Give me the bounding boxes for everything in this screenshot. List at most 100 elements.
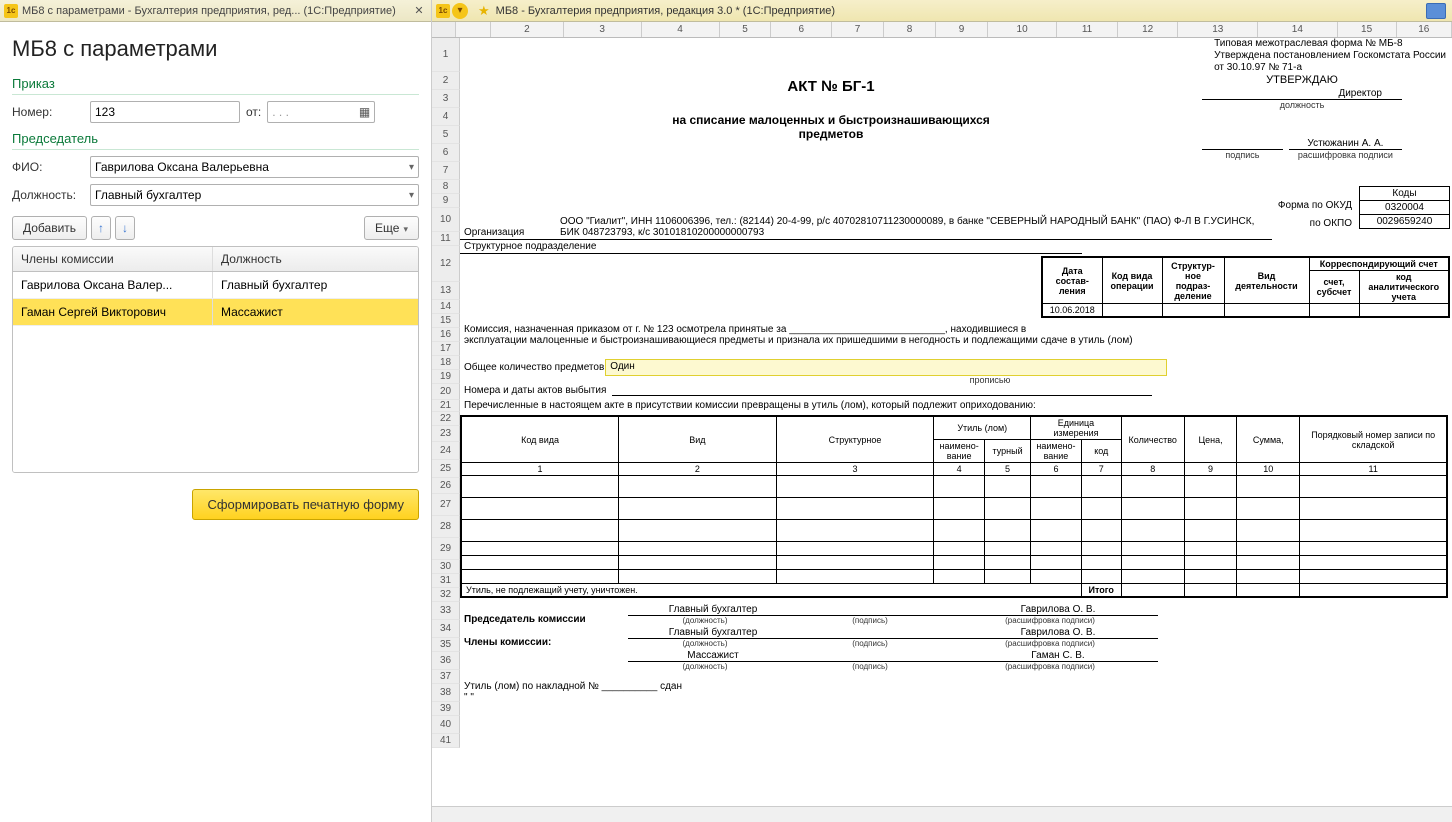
ruler-row: 25 (432, 460, 460, 478)
ruler-row: 28 (432, 516, 460, 538)
ruler-row: 13 (432, 282, 460, 300)
org-row: Организация ООО "Гиалит", ИНН 1106006396… (460, 216, 1272, 240)
ruler-row: 35 (432, 638, 460, 652)
ruler-row: 27 (432, 494, 460, 516)
ruler-row: 40 (432, 716, 460, 734)
ruler-row: 33 (432, 602, 460, 620)
line17: эксплуатации малоценные и быстроизнашива… (460, 335, 1452, 346)
nav-back-icon[interactable]: ▾ (452, 3, 468, 19)
approve-block: УТВЕРЖДАЮ Директор должность Устюжанин А… (1202, 72, 1452, 192)
items-table: Код вида Вид Структурное Утиль (лом) Еди… (460, 415, 1448, 598)
ruler-row: 41 (432, 734, 460, 748)
ruler-row: 11 (432, 232, 460, 246)
ruler-row: 20 (432, 384, 460, 400)
arrow-up-icon (98, 221, 104, 235)
okud-label: Форма по ОКУД (1278, 200, 1352, 211)
cell-pos: Главный бухгалтер (213, 272, 418, 298)
ruler-row: 2 (432, 72, 460, 90)
dialog-title-text: МБ8 с параметрами - Бухгалтерия предприя… (22, 5, 396, 17)
ruler-row: 14 (432, 300, 460, 314)
ruler-col: 15 (1338, 22, 1397, 37)
save-icon[interactable] (1426, 3, 1446, 19)
cell-name: Гаврилова Оксана Валер... (13, 272, 213, 298)
ruler-row: 18 (432, 356, 460, 370)
qty-in-words-cell[interactable]: Один (606, 360, 1166, 375)
signature-row: Массажист(должность) (подпись)Гаман С. В… (460, 650, 1452, 671)
date-placeholder: . . . (272, 105, 289, 119)
chevron-down-icon: ▾ (409, 162, 414, 173)
ruler-col: 14 (1258, 22, 1338, 37)
arrow-down-icon (122, 221, 128, 235)
ruler-col: 5 (720, 22, 772, 37)
cell-name: Гаман Сергей Викторович (13, 299, 213, 325)
star-icon[interactable]: ★ (478, 3, 490, 19)
ruler-col: 2 (491, 22, 564, 37)
section-chair: Председатель (12, 131, 419, 150)
ruler-row: 24 (432, 442, 460, 460)
ruler-col (456, 22, 491, 37)
label-from: от: (246, 105, 261, 119)
ruler-col: 7 (832, 22, 884, 37)
ruler-row: 1 (432, 38, 460, 72)
chevron-down-icon: ▾ (409, 190, 414, 201)
app-icon: 1c (4, 4, 18, 18)
form-header-lines: Типовая межотраслевая форма № МБ-8 Утвер… (1214, 38, 1446, 74)
table-row[interactable]: Гаман Сергей ВикторовичМассажист (13, 299, 418, 326)
label-number: Номер: (12, 105, 84, 119)
ruler-row: 16 (432, 328, 460, 342)
codes-table: Коды 0320004 0029659240 (1359, 186, 1450, 229)
caption-words: прописью (630, 375, 1350, 385)
ruler-col: 16 (1397, 22, 1452, 37)
ruler-row: 30 (432, 560, 460, 574)
date-input[interactable]: . . . ▦ (267, 101, 375, 123)
line41: " " (460, 692, 1452, 703)
col-header-members[interactable]: Члены комиссии (13, 247, 213, 271)
label-position: Должность: (12, 188, 84, 202)
act-title: АКТ № БГ-1 (460, 78, 1202, 95)
ruler-col: 8 (884, 22, 936, 37)
ruler-row: 31 (432, 574, 460, 588)
position-dropdown[interactable]: Главный бухгалтер ▾ (90, 184, 419, 206)
fio-dropdown[interactable]: Гаврилова Оксана Валерьевна ▾ (90, 156, 419, 178)
move-down-button[interactable] (115, 216, 135, 240)
ruler-row: 34 (432, 620, 460, 638)
ruler-row: 29 (432, 538, 460, 560)
dialog-titlebar: 1c МБ8 с параметрами - Бухгалтерия предп… (0, 0, 431, 22)
cell-pos: Массажист (213, 299, 418, 325)
ruler-row: 23 (432, 426, 460, 442)
more-button[interactable]: Еще (364, 216, 419, 240)
ruler-row: 19 (432, 370, 460, 384)
section-order: Приказ (12, 76, 419, 95)
hscrollbar[interactable] (432, 806, 1452, 822)
members-table: Члены комиссии Должность Гаврилова Оксан… (12, 246, 419, 473)
ruler-row: 32 (432, 588, 460, 602)
ruler-col: 10 (988, 22, 1057, 37)
ruler-col: 4 (642, 22, 720, 37)
ruler-row: 36 (432, 652, 460, 670)
ruler-row: 5 (432, 126, 460, 144)
ruler-col: 13 (1178, 22, 1258, 37)
row-total-qty: Общее количество предметов Один (460, 360, 1452, 375)
ruler-row: 37 (432, 670, 460, 684)
add-button[interactable]: Добавить (12, 216, 87, 240)
print-preview: 1c ▾ ★ МБ8 - Бухгалтерия предприятия, ре… (432, 0, 1452, 822)
meta-table: Дата состав- ления Код вида операции Стр… (1041, 256, 1450, 318)
spreadsheet-area[interactable]: 2345678910111213141516 12345678910111213… (432, 22, 1452, 806)
number-input[interactable] (90, 101, 240, 123)
calendar-icon[interactable]: ▦ (359, 105, 370, 119)
move-up-button[interactable] (91, 216, 111, 240)
col-header-position[interactable]: Должность (213, 247, 418, 271)
close-icon[interactable]: ✕ (411, 3, 427, 19)
column-ruler: 2345678910111213141516 (432, 22, 1452, 38)
ruler-row: 38 (432, 684, 460, 702)
line22: Номера и даты актов выбытия (460, 385, 1452, 396)
struct-row: Структурное подразделение (460, 241, 1082, 254)
ruler-row: 9 (432, 194, 460, 208)
ruler-row: 17 (432, 342, 460, 356)
fio-value: Гаврилова Оксана Валерьевна (95, 160, 269, 174)
line16: Комиссия, назначенная приказом от г. № 1… (460, 324, 1452, 335)
position-value: Главный бухгалтер (95, 188, 201, 202)
act-sub2: предметов (460, 127, 1202, 141)
table-row[interactable]: Гаврилова Оксана Валер...Главный бухгалт… (13, 272, 418, 299)
generate-button[interactable]: Сформировать печатную форму (192, 489, 419, 520)
